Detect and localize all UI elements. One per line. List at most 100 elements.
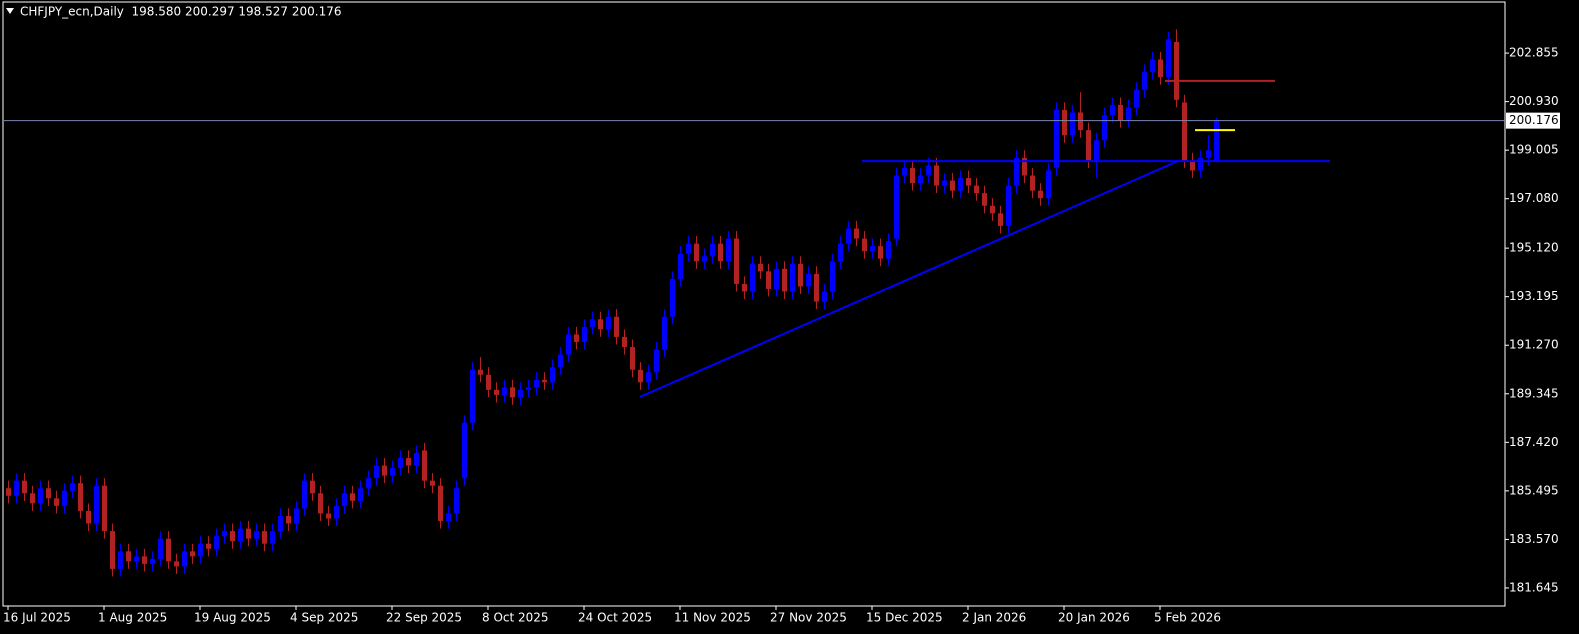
- candle-body: [238, 528, 243, 542]
- candle-body: [158, 538, 163, 559]
- candle-body: [1182, 102, 1187, 161]
- candle-body: [478, 369, 483, 375]
- candle-body: [54, 498, 59, 506]
- candle-body: [78, 483, 83, 511]
- candle-body: [1118, 104, 1123, 121]
- x-tick-label: 1 Aug 2025: [98, 611, 167, 625]
- candle-body: [974, 185, 979, 194]
- candle-body: [870, 246, 875, 252]
- candle-body: [166, 538, 171, 562]
- candle-body: [22, 480, 27, 494]
- candle-body: [1134, 89, 1139, 108]
- candle-body: [566, 334, 571, 355]
- candle-body: [614, 316, 619, 337]
- candle-body: [374, 465, 379, 479]
- candle-body: [1054, 109, 1059, 168]
- candle-body: [910, 167, 915, 184]
- x-tick-label: 20 Jan 2026: [1058, 611, 1130, 625]
- candle-body: [1110, 104, 1115, 115]
- candle-body: [1046, 170, 1051, 199]
- candle-body: [486, 374, 491, 390]
- candle-body: [1198, 157, 1203, 171]
- x-tick-label: 27 Nov 2025: [770, 611, 847, 625]
- candle-body: [846, 228, 851, 244]
- x-tick-label: 2 Jan 2026: [962, 611, 1026, 625]
- candle-body: [702, 256, 707, 262]
- candle-body: [782, 268, 787, 292]
- candle-body: [918, 175, 923, 184]
- candle-body: [286, 515, 291, 524]
- candle-body: [558, 354, 563, 368]
- candle-body: [1038, 190, 1043, 199]
- y-tick-label: 200.930: [1509, 94, 1559, 108]
- candle-body: [470, 369, 475, 423]
- candle-body: [862, 238, 867, 252]
- candle-body: [214, 536, 219, 549]
- candle-body: [742, 283, 747, 292]
- candle-body: [1070, 112, 1075, 136]
- candle-body: [830, 261, 835, 292]
- candle-body: [1094, 140, 1099, 161]
- candle-body: [750, 263, 755, 292]
- candle-body: [302, 480, 307, 509]
- candle-body: [350, 493, 355, 501]
- candle-body: [686, 243, 691, 254]
- y-tick-label: 202.855: [1509, 46, 1559, 60]
- candle-body: [878, 246, 883, 259]
- candle-body: [422, 450, 427, 481]
- candle-body: [598, 319, 603, 330]
- candle-body: [438, 485, 443, 522]
- candle-body: [1030, 175, 1035, 191]
- candle-body: [30, 493, 35, 504]
- candle-body: [1166, 39, 1171, 78]
- y-tick-label: 185.495: [1509, 483, 1559, 497]
- candle-body: [798, 263, 803, 287]
- y-tick-label: 187.420: [1509, 435, 1559, 449]
- candle-body: [1126, 107, 1131, 121]
- candle-body: [134, 556, 139, 562]
- candle-body: [342, 493, 347, 506]
- y-tick-label: 183.570: [1509, 532, 1559, 546]
- last-price-box: [1506, 112, 1560, 129]
- candle-body: [1206, 150, 1211, 158]
- candle-body: [638, 369, 643, 383]
- candle-body: [150, 558, 155, 564]
- x-tick-label: 16 Jul 2025: [3, 611, 71, 625]
- candle-body: [494, 389, 499, 395]
- candle-body: [6, 488, 11, 496]
- candle-body: [246, 528, 251, 539]
- candle-body: [1062, 109, 1067, 136]
- y-tick-label: 193.195: [1509, 289, 1559, 303]
- candle-body: [734, 238, 739, 284]
- candle-body: [278, 515, 283, 532]
- candle-body: [430, 480, 435, 486]
- chart-title: CHFJPY_ecn,Daily 198.580 200.297 198.527…: [20, 5, 341, 19]
- candle-body: [1214, 120, 1219, 161]
- x-tick-label: 24 Oct 2025: [578, 611, 652, 625]
- candle-body: [966, 178, 971, 186]
- candle-body: [502, 387, 507, 395]
- candle-body: [710, 243, 715, 257]
- candle-body: [254, 531, 259, 539]
- candle-body: [806, 273, 811, 287]
- candle-body: [1142, 72, 1147, 90]
- candle-body: [126, 551, 131, 562]
- candle-body: [766, 271, 771, 289]
- candle-body: [822, 291, 827, 302]
- candle-body: [142, 556, 147, 564]
- candle-body: [950, 180, 955, 191]
- candle-body: [654, 349, 659, 373]
- candle-body: [1102, 114, 1107, 141]
- last-price-label: 200.176: [1509, 113, 1559, 127]
- candle-body: [894, 175, 899, 239]
- candle-body: [662, 316, 667, 350]
- x-tick-label: 15 Dec 2025: [866, 611, 943, 625]
- candle-body: [646, 372, 651, 383]
- menu-arrow[interactable]: [6, 8, 14, 14]
- y-tick-label: 191.270: [1509, 338, 1559, 352]
- candle-body: [694, 243, 699, 262]
- candle-body: [630, 346, 635, 370]
- candle-body: [886, 241, 891, 259]
